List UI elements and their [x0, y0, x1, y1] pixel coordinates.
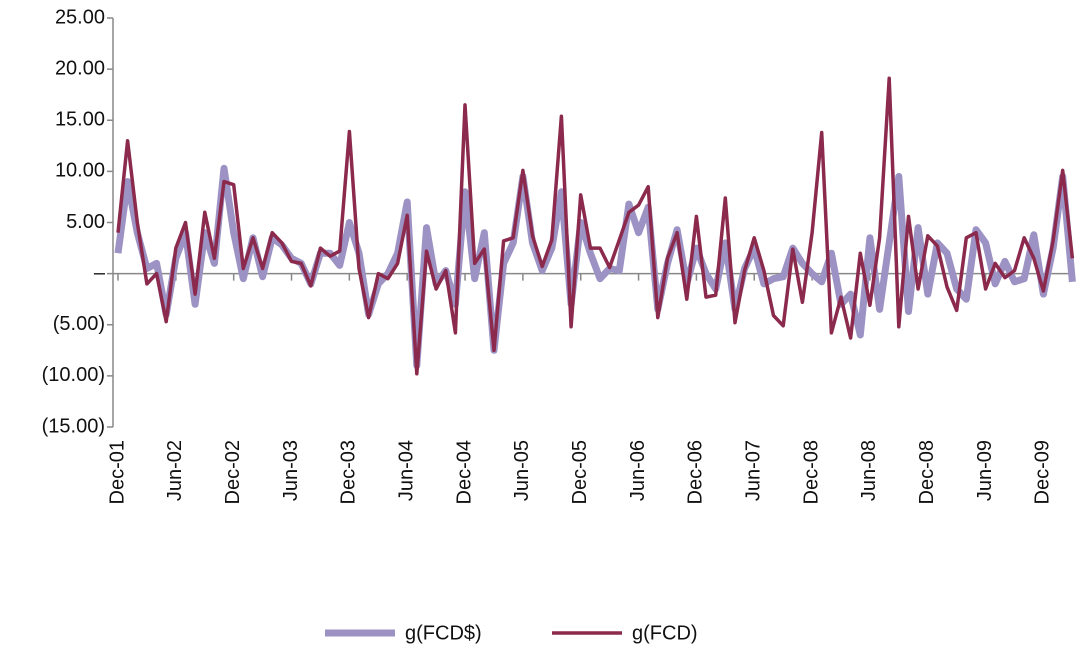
x-tick-label: Jun-03 — [280, 440, 302, 501]
x-tick-label: Jun-06 — [627, 440, 649, 501]
x-tick-label: Dec-01 — [106, 440, 128, 504]
x-tick-label: Jun-09 — [974, 440, 996, 501]
x-tick-label: Dec-08 — [916, 440, 938, 504]
y-tick-label: (10.00) — [42, 364, 105, 386]
x-tick-label: Jun-02 — [164, 440, 186, 501]
y-tick-label: 5.00 — [66, 211, 105, 233]
y-tick-label: – — [94, 262, 106, 284]
x-tick-label: Dec-04 — [453, 440, 475, 504]
y-tick-label: 15.00 — [55, 109, 105, 131]
x-tick-label: Dec-03 — [338, 440, 360, 504]
y-tick-label: 10.00 — [55, 160, 105, 182]
series-line — [116, 76, 1075, 376]
legend-label: g(FCD$) — [405, 622, 482, 644]
series-line — [114, 164, 1076, 370]
x-tick-label: Jun-07 — [743, 440, 765, 501]
x-tick-label: Jun-08 — [858, 440, 880, 501]
x-tick-label: Dec-09 — [1032, 440, 1054, 504]
legend-label: g(FCD) — [632, 622, 698, 644]
x-tick-label: Dec-06 — [685, 440, 707, 504]
y-tick-label: (15.00) — [42, 415, 105, 437]
x-tick-label: Dec-05 — [569, 440, 591, 504]
y-tick-label: 25.00 — [55, 6, 105, 28]
x-tick-label: Dec-02 — [222, 440, 244, 504]
x-tick-label: Dec-08 — [800, 440, 822, 504]
y-tick-label: (5.00) — [53, 313, 105, 335]
x-tick-label: Jun-04 — [395, 440, 417, 501]
y-tick-label: 20.00 — [55, 57, 105, 79]
x-tick-label: Jun-05 — [511, 440, 533, 501]
